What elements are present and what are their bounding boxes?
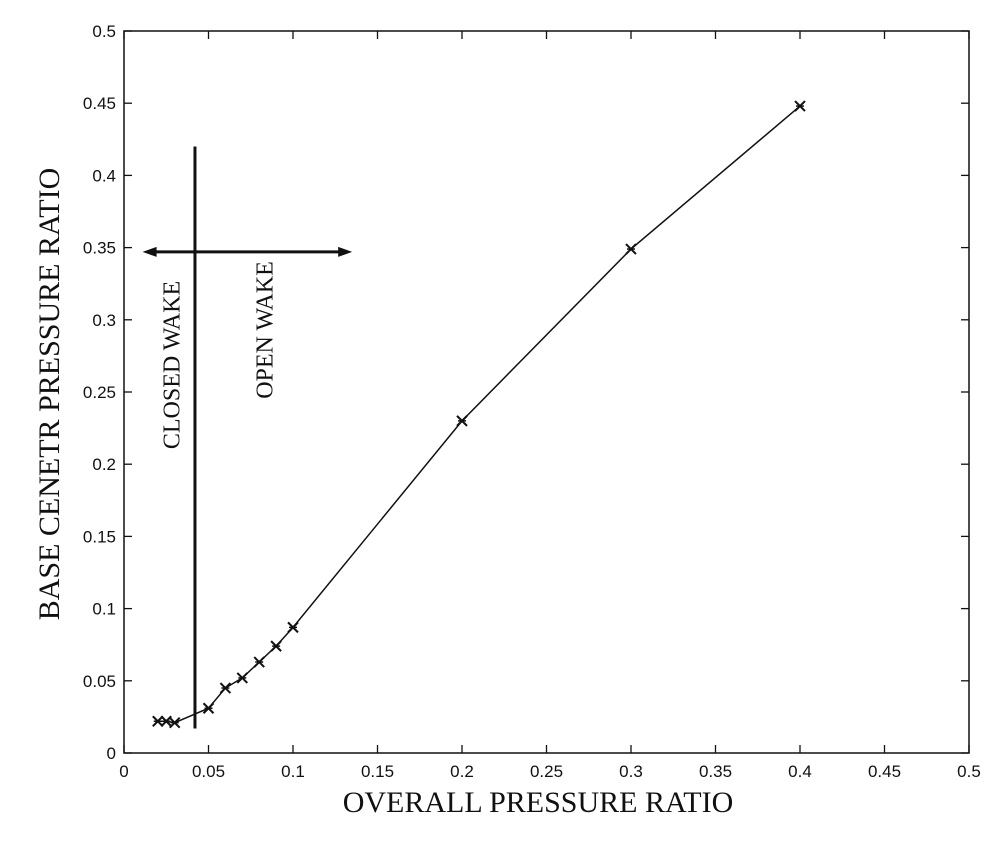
y-tick-label: 0.2 (92, 455, 116, 474)
x-tick-label: 0.2 (450, 762, 474, 781)
x-tick-label: 0.1 (281, 762, 305, 781)
x-tick-label: 0.3 (619, 762, 643, 781)
x-tick-label: 0 (119, 762, 128, 781)
y-tick-label: 0.4 (92, 166, 116, 185)
axis-ticks (123, 30, 970, 754)
x-tick-label: 0.45 (868, 762, 901, 781)
open-wake-label: OPEN WAKE (253, 261, 279, 399)
data-point (253, 656, 265, 668)
data-point (202, 702, 215, 714)
y-tick-label: 0.25 (83, 383, 116, 402)
x-tick-label: 0.5 (957, 762, 981, 781)
data-point (287, 621, 299, 634)
annotations (142, 146, 353, 729)
x-tick-label: 0.4 (788, 762, 812, 781)
data-point (152, 715, 164, 727)
wake-arrow-head-right (338, 246, 353, 257)
closed-wake-label: CLOSED WAKE (160, 281, 186, 449)
data-point (236, 672, 249, 684)
data-point (219, 682, 232, 694)
data-point (625, 243, 637, 255)
axis-tick-labels: 0 0.05 0.1 0.15 0.2 0.25 0.3 0.35 0.4 0.45 0.5 0 0.0… (83, 22, 981, 781)
x-tick-label: 0.15 (361, 762, 394, 781)
y-tick-label: 0 (107, 744, 116, 763)
series-markers (152, 100, 806, 729)
wake-arrow-head-left (142, 246, 157, 257)
x-tick-label: 0.35 (699, 762, 732, 781)
data-point (794, 100, 806, 112)
y-tick-label: 0.05 (83, 672, 116, 691)
x-tick-label: 0.05 (192, 762, 225, 781)
x-axis-title: OVERALL PRESSURE RATIO (343, 786, 734, 819)
y-tick-label: 0.15 (83, 527, 116, 546)
y-tick-label: 0.45 (83, 94, 116, 113)
x-tick-label: 0.25 (530, 762, 563, 781)
y-tick-label: 0.5 (92, 22, 116, 41)
plot-frame (123, 30, 970, 754)
y-tick-label: 0.1 (92, 600, 116, 619)
y-tick-label: 0.35 (83, 239, 116, 258)
data-point (168, 716, 181, 729)
y-tick-label: 0.3 (92, 311, 116, 330)
y-axis-title: BASE CENETR PRESSURE RATIO (33, 168, 66, 621)
data-point (456, 415, 468, 427)
series-line (157, 105, 801, 724)
data-point (270, 640, 282, 652)
